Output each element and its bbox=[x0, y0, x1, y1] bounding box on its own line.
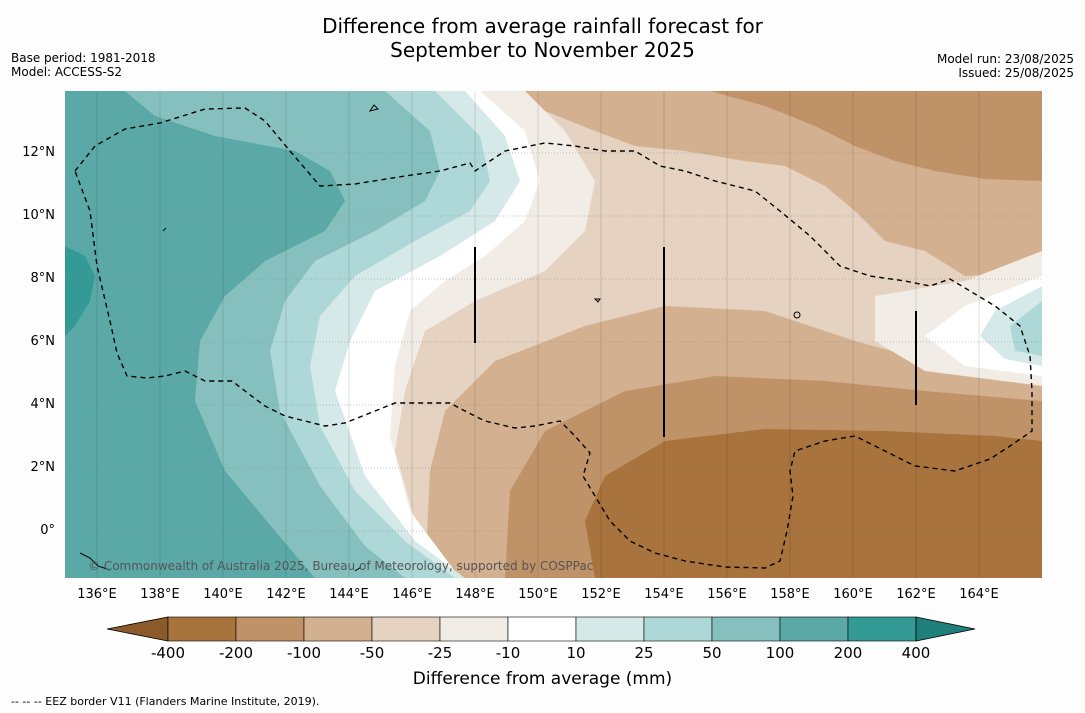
model-run: Model run: 23/08/2025 bbox=[936, 52, 1074, 66]
colorbar-tick-label: -400 bbox=[150, 644, 186, 662]
lon-label-154e: 154°E bbox=[644, 587, 684, 602]
lat-label-10n: 10°N bbox=[22, 208, 55, 223]
colorbar-segment bbox=[167, 616, 237, 642]
colorbar-segment bbox=[371, 616, 441, 642]
colorbar-segment bbox=[235, 616, 305, 642]
lat-label-2n: 2°N bbox=[30, 460, 56, 475]
colorbar-tick-label: 400 bbox=[901, 644, 931, 662]
colorbar-segment bbox=[507, 616, 577, 642]
lon-label-156e: 156°E bbox=[707, 587, 747, 602]
lon-label-138e: 138°E bbox=[140, 587, 180, 602]
lat-label-8n: 8°N bbox=[30, 271, 56, 286]
lon-label-150e: 150°E bbox=[518, 587, 558, 602]
colorbar-segment bbox=[711, 616, 781, 642]
lon-label-144e: 144°E bbox=[329, 587, 369, 602]
colorbar-tick-label: -25 bbox=[427, 644, 453, 662]
colorbar-segment bbox=[575, 616, 645, 642]
band-deep-teal bbox=[65, 246, 95, 336]
colorbar-tick-label: -10 bbox=[495, 644, 521, 662]
rainfall-map bbox=[65, 91, 1042, 578]
copyright-notice: © Commonwealth of Australia 2025, Bureau… bbox=[88, 559, 594, 573]
colorbar-segment bbox=[439, 616, 509, 642]
lat-label-12n: 12°N bbox=[22, 145, 55, 160]
issued-date: Issued: 25/08/2025 bbox=[958, 66, 1074, 80]
colorbar-segment bbox=[643, 616, 713, 642]
colorbar-tick-label: 25 bbox=[634, 644, 654, 662]
lon-label-142e: 142°E bbox=[266, 587, 306, 602]
gridlines bbox=[65, 152, 1042, 532]
lon-label-140e: 140°E bbox=[203, 587, 243, 602]
lon-label-152e: 152°E bbox=[581, 587, 621, 602]
eez-border bbox=[74, 107, 1033, 569]
eez-footnote: -- -- -- EEZ border V11 (Flanders Marine… bbox=[11, 695, 320, 708]
islands bbox=[79, 104, 801, 572]
colorbar-tick-label: 50 bbox=[702, 644, 722, 662]
model-name: Model: ACCESS-S2 bbox=[11, 65, 123, 79]
lat-label-0: 0° bbox=[40, 523, 55, 538]
colorbar-tick-label: 100 bbox=[765, 644, 795, 662]
lat-label-6n: 6°N bbox=[30, 334, 56, 349]
colorbar-tick-label: -200 bbox=[218, 644, 254, 662]
colorbar-tick-label: 10 bbox=[566, 644, 586, 662]
map-title: Difference from average rainfall forecas… bbox=[0, 14, 1085, 62]
lon-label-146e: 146°E bbox=[392, 587, 432, 602]
colorbar bbox=[107, 616, 976, 642]
colorbar-title: Difference from average (mm) bbox=[412, 669, 673, 689]
colorbar-segment bbox=[779, 616, 849, 642]
colorbar-extend-low bbox=[107, 616, 169, 642]
map-svg bbox=[65, 91, 1042, 578]
lon-label-136e: 136°E bbox=[77, 587, 117, 602]
colorbar-segment bbox=[303, 616, 373, 642]
colorbar-tick-label: 200 bbox=[833, 644, 863, 662]
lon-label-164e: 164°E bbox=[959, 587, 999, 602]
lon-label-162e: 162°E bbox=[896, 587, 936, 602]
colorbar-segment bbox=[847, 616, 917, 642]
band-dark-teal bbox=[65, 91, 345, 578]
colorbar-extend-high bbox=[915, 616, 976, 642]
meta-left: Base period: 1981-2018 Model: ACCESS-S2 bbox=[11, 51, 156, 79]
colorbar-tick-label: -100 bbox=[286, 644, 322, 662]
lon-label-158e: 158°E bbox=[770, 587, 810, 602]
title-line-2: September to November 2025 bbox=[390, 38, 695, 62]
title-line-1: Difference from average rainfall forecas… bbox=[322, 14, 763, 38]
band-dark-brown-north bbox=[710, 91, 1042, 181]
lat-label-4n: 4°N bbox=[30, 397, 56, 412]
lon-label-148e: 148°E bbox=[455, 587, 495, 602]
base-period: Base period: 1981-2018 bbox=[11, 51, 156, 65]
meta-right: Model run: 23/08/2025 Issued: 25/08/2025 bbox=[937, 52, 1074, 80]
colorbar-tick-label: -50 bbox=[359, 644, 385, 662]
band-deep-brown-south bbox=[585, 429, 1042, 578]
lon-label-160e: 160°E bbox=[833, 587, 873, 602]
